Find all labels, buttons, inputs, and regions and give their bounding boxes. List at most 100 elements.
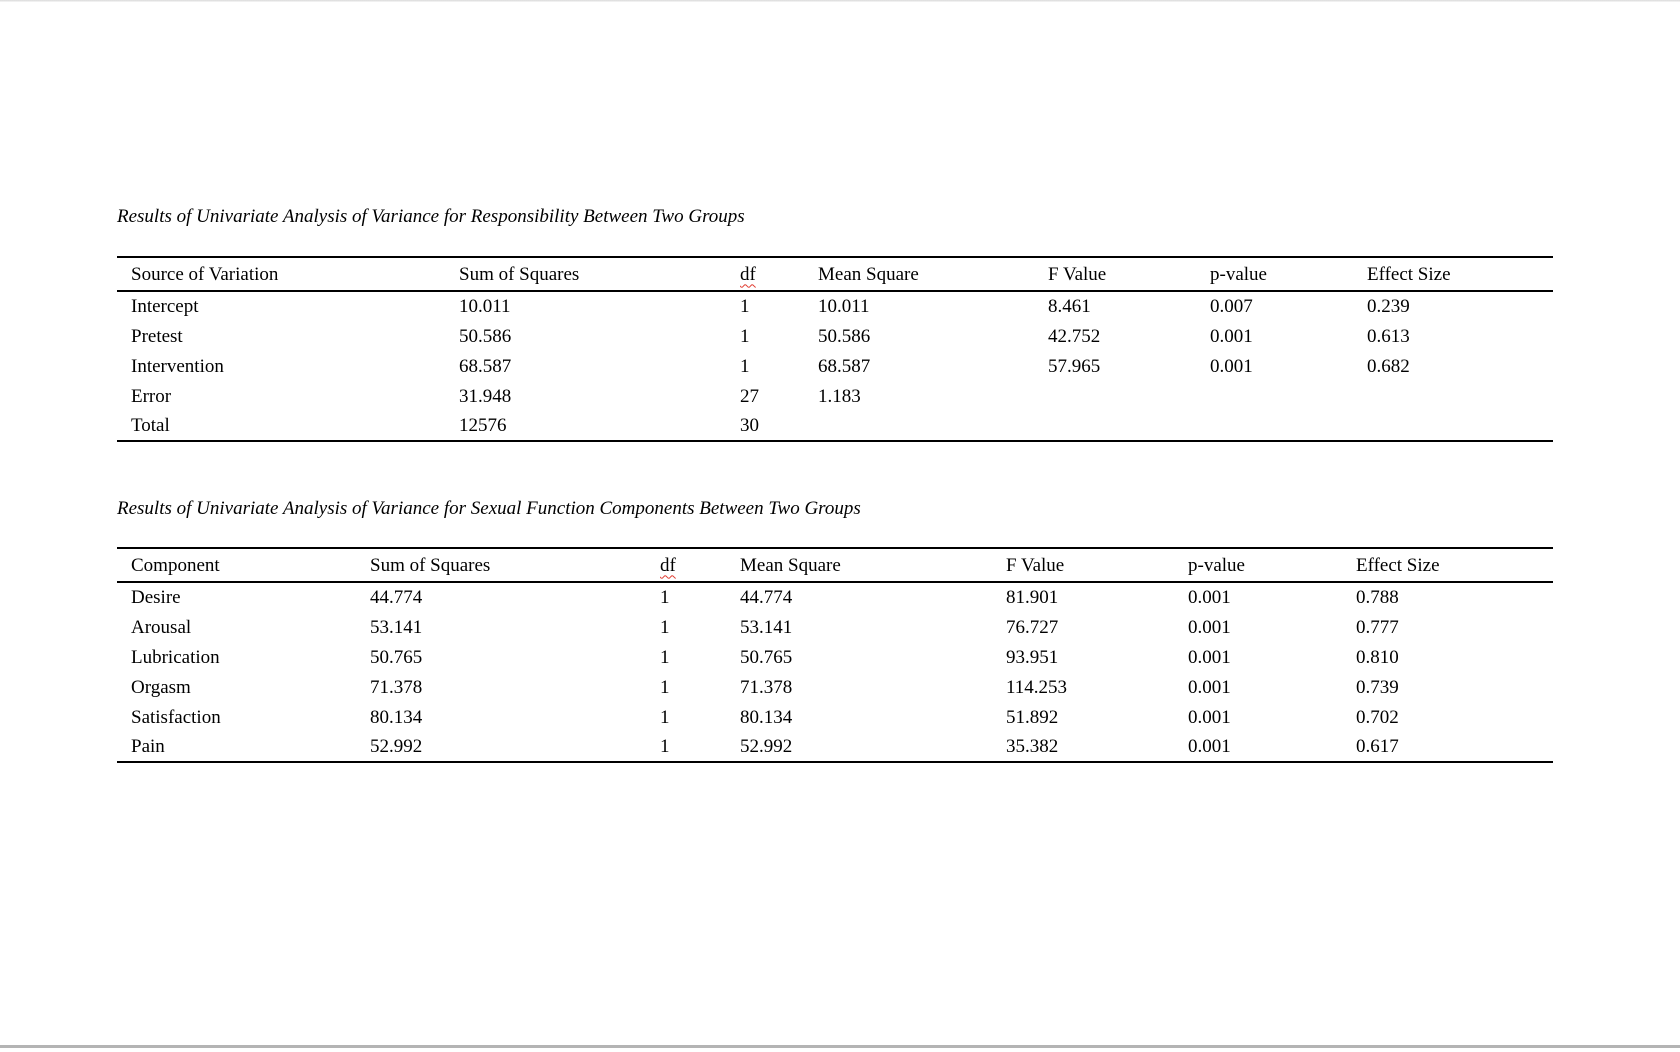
table-cell: Arousal: [131, 616, 192, 638]
table-cell: [1367, 411, 1553, 441]
column-mean-square: Mean Square: [740, 548, 1006, 583]
table-row: Error 31.948 27 1.183: [117, 381, 1553, 411]
table-row: Orgasm 71.378 1 71.378 114.253 0.001 0.7…: [117, 672, 1553, 702]
df-label-misspelled: df: [740, 263, 756, 285]
column-df: df: [740, 257, 818, 292]
table-cell: 44.774: [370, 587, 423, 608]
table-cell: 1: [740, 296, 750, 317]
table-cell: 44.774: [740, 587, 793, 608]
table-cell: 0.777: [1356, 616, 1399, 638]
table-row: Total 12576 30: [117, 411, 1553, 441]
table-cell: [1210, 381, 1367, 411]
table-cell: 8.461: [1048, 296, 1091, 317]
column-p-value: p-value: [1188, 548, 1356, 583]
table-cell: 0.007: [1210, 296, 1253, 317]
table-cell: 50.765: [370, 646, 423, 668]
table-cell: 0.001: [1188, 676, 1231, 698]
table-cell: 1: [660, 676, 670, 698]
table-cell: 0.001: [1210, 355, 1253, 377]
table-cell: 30: [740, 415, 759, 436]
table-cell: 71.378: [740, 676, 793, 698]
table-cell: 114.253: [1006, 676, 1068, 698]
table-cell: Desire: [131, 587, 181, 608]
anova-table-sexual-function: Component Sum of Squares df Mean Square …: [117, 547, 1553, 763]
table-cell: 35.382: [1006, 736, 1059, 757]
table-cell: 0.239: [1367, 296, 1410, 317]
table-cell: [1367, 381, 1553, 411]
table-cell: 53.141: [370, 616, 423, 638]
table-cell: 0.617: [1356, 736, 1399, 757]
table-cell: 1: [660, 646, 670, 668]
column-p-value: p-value: [1210, 257, 1367, 292]
table-cell: 50.586: [459, 325, 512, 347]
table-cell: 0.613: [1367, 325, 1410, 347]
table-cell: 1: [660, 706, 670, 728]
table-header-row: Component Sum of Squares df Mean Square …: [117, 548, 1553, 583]
table-row: Lubrication 50.765 1 50.765 93.951 0.001…: [117, 642, 1553, 672]
table-cell: 42.752: [1048, 325, 1101, 347]
table-cell: 80.134: [740, 706, 793, 728]
table-cell: 50.765: [740, 646, 793, 668]
column-component: Component: [117, 548, 370, 583]
table-cell: 81.901: [1006, 587, 1059, 608]
table-cell: Total: [131, 415, 170, 436]
table-header-row: Source of Variation Sum of Squares df Me…: [117, 257, 1553, 292]
table-row: Desire 44.774 1 44.774 81.901 0.001 0.78…: [117, 582, 1553, 612]
table-cell: 31.948: [459, 385, 512, 407]
table-cell: 1: [660, 587, 670, 608]
table-cell: 27: [740, 385, 759, 407]
table-cell: 76.727: [1006, 616, 1059, 638]
table-row: Satisfaction 80.134 1 80.134 51.892 0.00…: [117, 702, 1553, 732]
table-cell: Intercept: [131, 296, 199, 317]
table-cell: 80.134: [370, 706, 423, 728]
table-row: Intervention 68.587 1 68.587 57.965 0.00…: [117, 351, 1553, 381]
table-cell: 1: [740, 355, 750, 377]
anova-table-responsibility: Source of Variation Sum of Squares df Me…: [117, 256, 1553, 442]
column-source-of-variation: Source of Variation: [117, 257, 459, 292]
table-row: Pretest 50.586 1 50.586 42.752 0.001 0.6…: [117, 321, 1553, 351]
table-cell: [818, 411, 1048, 441]
column-sum-of-squares: Sum of Squares: [370, 548, 660, 583]
df-label-misspelled: df: [660, 554, 676, 576]
table-cell: 50.586: [818, 325, 871, 347]
table-cell: [1210, 411, 1367, 441]
column-sum-of-squares: Sum of Squares: [459, 257, 740, 292]
table-cell: 1.183: [818, 385, 861, 407]
table-cell: Pain: [131, 736, 165, 757]
table-cell: 0.788: [1356, 587, 1399, 608]
table-cell: 1: [660, 736, 670, 757]
table-cell: [1048, 411, 1210, 441]
table-cell: 10.011: [459, 296, 511, 317]
column-f-value: F Value: [1006, 548, 1188, 583]
table-cell: 12576: [459, 415, 507, 436]
table-cell: 52.992: [740, 736, 793, 757]
table-cell: 52.992: [370, 736, 423, 757]
table2-title: Results of Univariate Analysis of Varian…: [117, 498, 861, 519]
table-row: Pain 52.992 1 52.992 35.382 0.001 0.617: [117, 732, 1553, 762]
table-cell: Satisfaction: [131, 706, 221, 728]
table1-title: Results of Univariate Analysis of Varian…: [117, 206, 745, 227]
table-cell: 51.892: [1006, 706, 1059, 728]
table-cell: 0.810: [1356, 646, 1399, 668]
table-cell: Error: [131, 385, 172, 407]
table-cell: 10.011: [818, 296, 870, 317]
column-mean-square: Mean Square: [818, 257, 1048, 292]
table-cell: Intervention: [131, 355, 224, 377]
table-row: Arousal 53.141 1 53.141 76.727 0.001 0.7…: [117, 612, 1553, 642]
table-cell: 1: [740, 325, 750, 347]
page-bottom-edge: [0, 1045, 1680, 1048]
table-cell: 93.951: [1006, 646, 1059, 668]
table-cell: 57.965: [1048, 355, 1101, 377]
table-cell: 68.587: [459, 355, 512, 377]
table-cell: 53.141: [740, 616, 793, 638]
table-cell: 0.001: [1188, 706, 1231, 728]
table-cell: 68.587: [818, 355, 871, 377]
column-df: df: [660, 548, 740, 583]
table-cell: Orgasm: [131, 676, 191, 698]
table-cell: 1: [660, 616, 670, 638]
table-cell: 0.001: [1188, 646, 1231, 668]
page-top-edge: [0, 0, 1680, 2]
table-cell: Pretest: [131, 325, 183, 347]
table-row: Intercept 10.011 1 10.011 8.461 0.007 0.…: [117, 291, 1553, 321]
